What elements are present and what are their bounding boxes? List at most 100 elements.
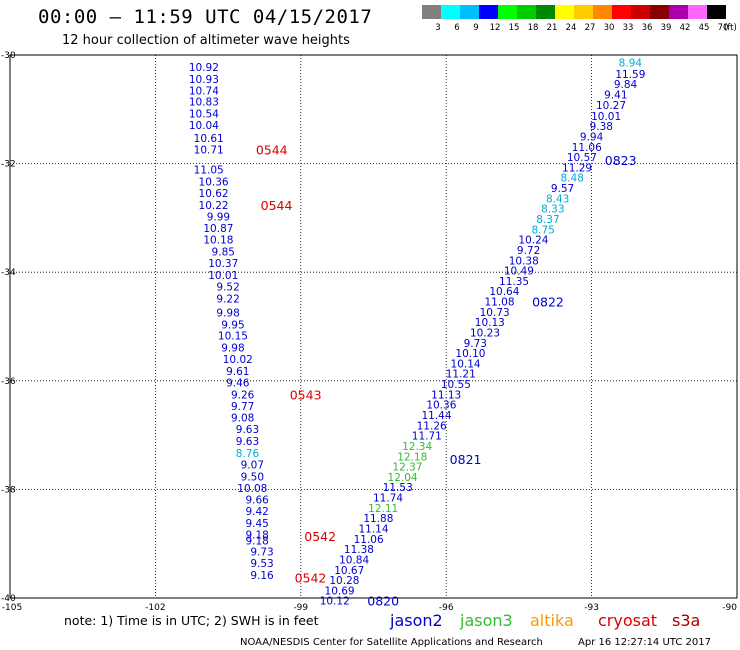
wave-height-value: 10.92 <box>189 62 219 74</box>
satellite-tracks: 10.9210.9310.7410.8310.5410.0410.6110.71… <box>189 58 646 609</box>
legend-label: 24 <box>566 23 577 33</box>
legend-label: 3 <box>435 23 440 33</box>
wave-height-value: 9.52 <box>216 281 239 293</box>
wave-height-value: 10.01 <box>591 111 621 123</box>
legend-label: 36 <box>642 23 653 33</box>
legend-swatch <box>517 5 536 19</box>
legend-label: 45 <box>699 23 710 33</box>
wave-height-value: 10.49 <box>504 266 534 278</box>
pass-time-label: 0542 <box>295 570 327 585</box>
color-legend: 3 6 9 12 15 18 21 24 27 30 33 36 39 42 45 70(ft) <box>422 5 737 33</box>
wave-height-value: 10.27 <box>596 100 626 112</box>
wave-height-value: 9.26 <box>231 389 255 401</box>
wave-height-value: 11.59 <box>615 69 645 81</box>
wave-height-value: 10.64 <box>489 286 519 298</box>
wave-height-value: 9.38 <box>590 121 613 133</box>
wave-height-value: 8.75 <box>531 224 554 236</box>
credit-text: NOAA/NESDIS Center for Satellite Applica… <box>240 637 543 648</box>
pass-time-label: 0820 <box>367 594 399 609</box>
lon-tick-label: -102 <box>145 603 165 613</box>
source-jason3: jason3 <box>459 611 513 630</box>
wave-height-value: 9.98 <box>216 307 239 319</box>
wave-height-value: 9.08 <box>231 413 254 425</box>
lat-tick-label: -36 <box>1 377 16 387</box>
wave-height-value: 11.53 <box>383 482 413 494</box>
legend-swatch <box>669 5 688 19</box>
wave-height-value: 9.77 <box>231 401 254 413</box>
wave-height-value: 10.01 <box>208 270 238 282</box>
wave-height-value: 9.18 <box>245 535 268 547</box>
wave-height-value: 10.69 <box>325 585 355 597</box>
lon-tick-label: -96 <box>439 603 454 613</box>
legend-label: 12 <box>490 23 501 33</box>
wave-height-value: 9.50 <box>241 471 264 483</box>
footer-note: note: 1) Time is in UTC; 2) SWH is in fe… <box>64 613 319 628</box>
legend-label: 33 <box>623 23 634 33</box>
wave-height-value: 10.37 <box>208 258 238 270</box>
wave-height-value: 9.42 <box>245 506 268 518</box>
map-subtitle: 12 hour collection of altimeter wave hei… <box>62 33 350 48</box>
wave-height-value: 10.02 <box>223 354 253 366</box>
wave-height-value: 11.38 <box>344 544 374 556</box>
legend-label: 42 <box>680 23 691 33</box>
legend-swatch <box>593 5 612 19</box>
wave-height-value: 9.16 <box>250 570 274 582</box>
wave-height-value: 9.63 <box>236 424 259 436</box>
wave-height-value: 9.94 <box>580 131 604 143</box>
legend-swatch <box>498 5 517 19</box>
wave-height-value: 10.08 <box>237 483 267 495</box>
wave-height-value: 9.66 <box>245 495 269 507</box>
wave-height-value: 12.11 <box>368 503 398 515</box>
wave-height-value: 10.93 <box>189 74 219 86</box>
legend-label: 9 <box>473 23 478 33</box>
legend-swatch <box>688 5 707 19</box>
legend-swatch <box>612 5 631 19</box>
west-track: 10.9210.9310.7410.8310.5410.0410.6110.71… <box>189 62 336 585</box>
map-footer: note: 1) Time is in UTC; 2) SWH is in fe… <box>64 611 711 648</box>
source-jason2: jason2 <box>389 611 443 630</box>
wave-height-value: 12.37 <box>392 462 422 474</box>
legend-label: 39 <box>661 23 672 33</box>
legend-swatch <box>422 5 441 19</box>
map-title: 00:00 – 11:59 UTC 04/15/2017 <box>38 6 373 28</box>
wave-height-value: 11.26 <box>417 420 447 432</box>
legend-swatch <box>555 5 574 19</box>
wave-height-value: 9.73 <box>464 338 487 350</box>
wave-height-value: 9.99 <box>207 211 230 223</box>
wave-height-value: 8.37 <box>536 214 559 226</box>
wave-height-value: 11.14 <box>358 523 388 535</box>
lat-tick-label: -30 <box>1 51 16 61</box>
pass-time-label: 0821 <box>450 452 482 467</box>
wave-height-value: 12.04 <box>388 472 418 484</box>
wave-height-value: 9.73 <box>250 546 273 558</box>
wave-height-value: 10.38 <box>509 255 539 267</box>
wave-height-value: 12.18 <box>397 451 427 463</box>
wave-height-value: 9.57 <box>551 183 574 195</box>
source-altika: altika <box>530 611 574 630</box>
wave-height-value: 10.18 <box>203 235 233 247</box>
wave-height-value: 9.41 <box>604 90 627 102</box>
wave-height-value: 10.13 <box>475 317 505 329</box>
wave-height-value: 10.36 <box>426 400 456 412</box>
wave-height-value: 10.71 <box>194 144 224 156</box>
plot-border <box>9 54 738 599</box>
wave-height-value: 10.22 <box>199 200 229 212</box>
wave-height-value: 9.95 <box>221 319 244 331</box>
legend-swatch <box>650 5 669 19</box>
wave-height-value: 12.34 <box>402 441 432 453</box>
wave-height-value: 9.18 <box>245 529 268 541</box>
wave-height-value: 11.21 <box>446 369 476 381</box>
wave-height-value: 10.61 <box>194 133 224 145</box>
wave-height-value: 9.07 <box>241 459 264 471</box>
wave-height-value: 10.12 <box>320 596 350 608</box>
wave-height-value: 9.45 <box>245 518 268 530</box>
wave-height-value: 11.05 <box>194 165 224 177</box>
lon-tick-label: -99 <box>293 603 308 613</box>
wave-height-value: 10.54 <box>189 109 219 121</box>
wave-height-value: 10.24 <box>518 235 548 247</box>
lat-lon-grid <box>10 55 737 598</box>
wave-height-value: 10.87 <box>203 223 233 235</box>
legend-swatch <box>707 5 726 19</box>
wave-height-value: 9.22 <box>216 293 239 305</box>
